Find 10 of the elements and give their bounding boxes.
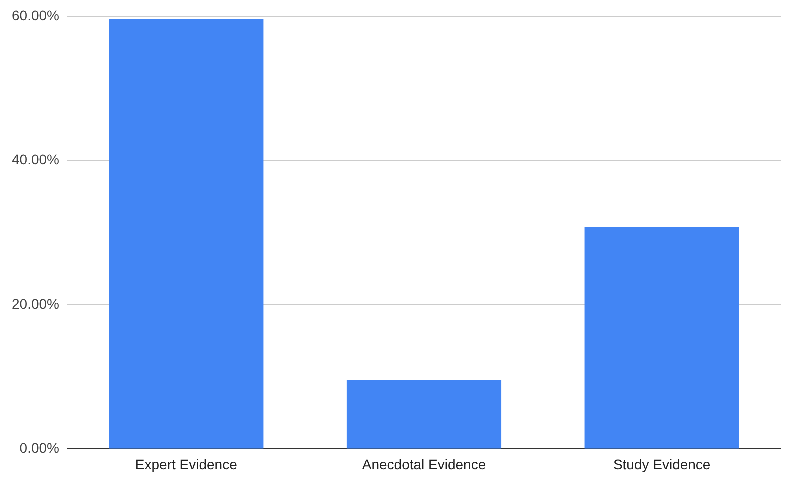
bar xyxy=(584,227,740,449)
bar xyxy=(109,19,264,449)
y-tick-label: 40.00% xyxy=(12,152,60,168)
y-tick-label: 20.00% xyxy=(12,296,60,312)
x-tick-label: Anecdotal Evidence xyxy=(362,456,486,472)
x-tick-label: Study Evidence xyxy=(613,456,711,472)
x-tick-label: Expert Evidence xyxy=(135,456,238,472)
bar xyxy=(346,380,502,449)
y-tick-label: 60.00% xyxy=(12,7,60,24)
y-tick-label: 0.00% xyxy=(20,440,60,456)
